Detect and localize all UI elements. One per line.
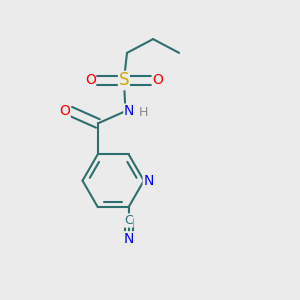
Text: N: N [143,174,154,188]
Text: N: N [124,104,134,118]
Text: O: O [152,74,163,88]
Text: S: S [119,71,129,89]
Text: C: C [124,214,133,227]
Text: O: O [59,104,70,118]
Text: N: N [123,232,134,246]
Text: O: O [85,74,96,88]
Text: H: H [138,106,148,119]
